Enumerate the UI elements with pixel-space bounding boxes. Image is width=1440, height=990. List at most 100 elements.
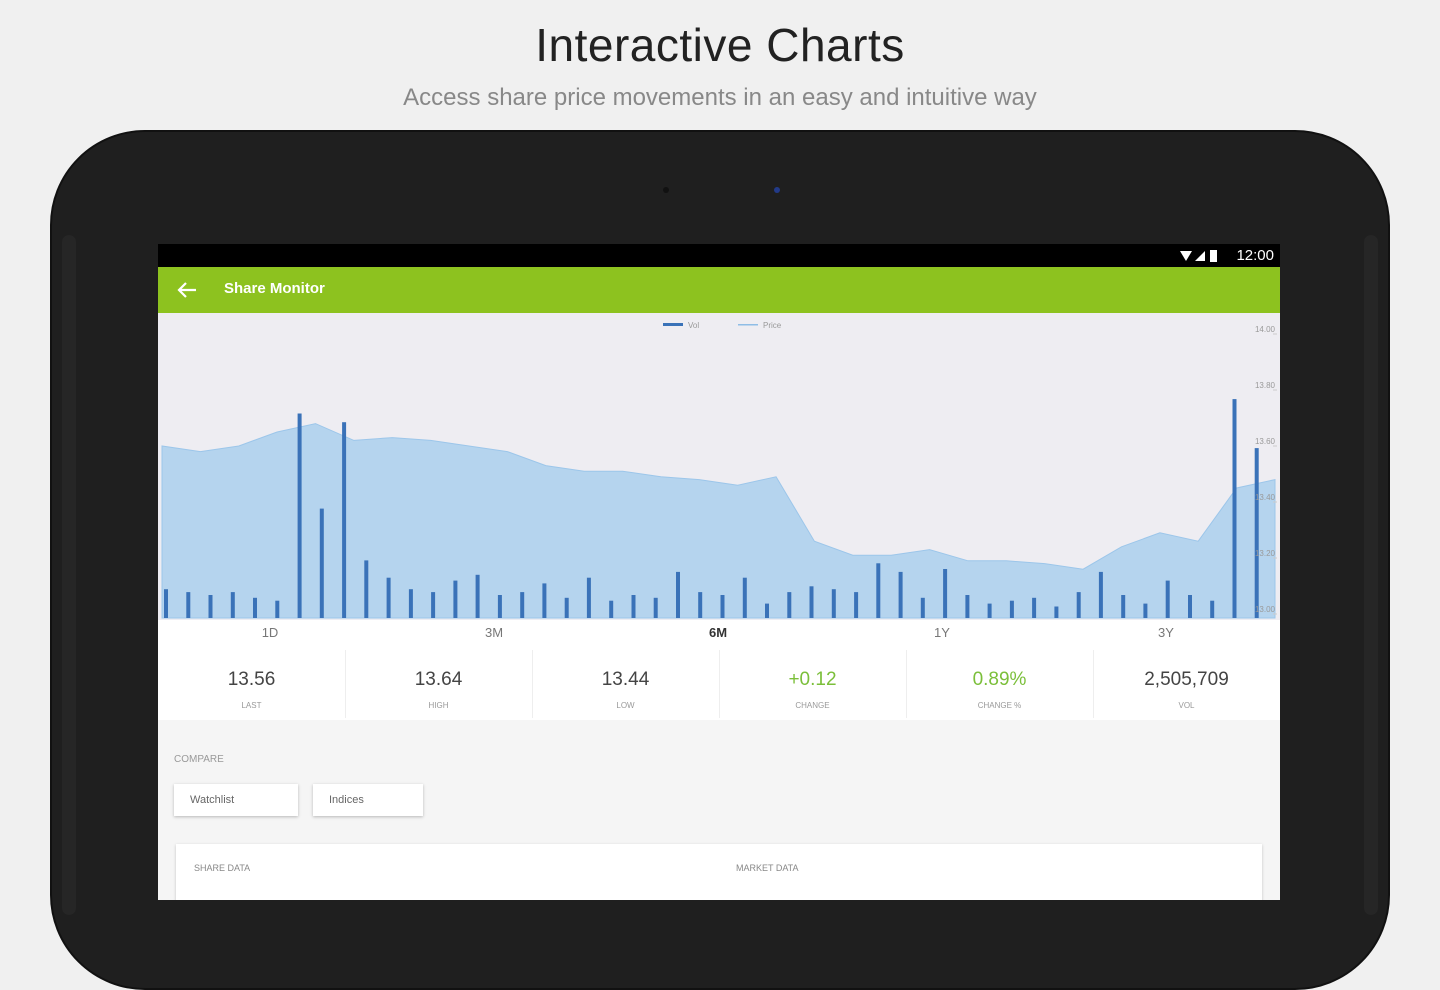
- volume-bar: [1188, 595, 1192, 618]
- data-card: SHARE DATA MARKET DATA: [176, 844, 1262, 900]
- y-tick-label: 13.20: [1255, 549, 1276, 558]
- legend-swatch: [738, 324, 758, 326]
- speaker: [1364, 235, 1378, 915]
- volume-bar: [943, 569, 948, 618]
- volume-bar: [319, 508, 324, 618]
- volume-bar: [564, 597, 569, 618]
- volume-bar: [987, 603, 992, 618]
- volume-bar: [253, 597, 257, 618]
- app-bar: Share Monitor: [158, 267, 1280, 313]
- volume-bar: [876, 563, 881, 618]
- volume-bar: [453, 580, 458, 618]
- volume-bar: [1054, 606, 1059, 618]
- volume-bar: [1032, 597, 1037, 618]
- volume-bar: [1076, 592, 1081, 618]
- range-tabs: 1D 3M 6M 1Y 3Y: [158, 620, 1280, 650]
- volume-bar: [920, 597, 925, 618]
- y-tick-label: 13.40: [1255, 493, 1276, 502]
- volume-bar: [609, 600, 614, 618]
- stat-cell: 13.56 LAST: [158, 650, 346, 718]
- page: Interactive Charts Access share price mo…: [50, 19, 1390, 990]
- status-bar: 12:00: [158, 244, 1280, 267]
- volume-bar: [542, 583, 547, 618]
- back-button[interactable]: [176, 280, 198, 300]
- stat-label: HIGH: [428, 701, 449, 710]
- app-title: Share Monitor: [224, 280, 325, 297]
- range-tab[interactable]: 1Y: [934, 625, 950, 640]
- stat-cell: 2,505,709 VOL: [1093, 650, 1280, 718]
- volume-bar: [186, 592, 191, 618]
- volume-bar: [809, 586, 814, 618]
- volume-bar: [342, 422, 347, 618]
- screen: 12:00 Share Monitor Vol Price 14.00 13.80 13…: [158, 244, 1280, 900]
- subheadline: Access share price movements in an easy …: [403, 84, 1037, 111]
- volume-bar: [1165, 580, 1170, 618]
- volume-bar: [230, 592, 235, 618]
- volume-bar: [720, 595, 725, 618]
- stat-cell: 13.64 HIGH: [345, 650, 533, 718]
- range-tab[interactable]: 6M: [708, 625, 728, 640]
- stat-label: VOL: [1178, 701, 1195, 710]
- volume-bar: [1143, 603, 1148, 618]
- volume-bar: [787, 592, 792, 618]
- volume-bar: [765, 603, 769, 618]
- volume-bar: [1009, 600, 1014, 618]
- stat-value: +0.12: [788, 669, 837, 690]
- volume-bar: [1210, 600, 1215, 618]
- legend-swatch: [663, 323, 683, 326]
- y-tick-label: 13.60: [1255, 437, 1276, 446]
- headline: Interactive Charts: [535, 19, 905, 71]
- stat-value: 13.44: [601, 669, 650, 690]
- stat-label: LAST: [241, 701, 262, 710]
- speaker: [62, 235, 76, 915]
- volume-bar: [164, 589, 168, 618]
- stat-value: 13.56: [227, 669, 276, 690]
- stat-value: 13.64: [414, 669, 463, 690]
- card-header: SHARE DATA: [194, 863, 251, 873]
- volume-bar: [386, 577, 391, 618]
- volume-bar: [698, 592, 703, 618]
- volume-bar: [676, 571, 680, 618]
- volume-bar: [898, 571, 903, 618]
- stat-label: LOW: [616, 701, 635, 710]
- y-tick-label: 13.80: [1255, 381, 1276, 390]
- watchlist-button[interactable]: Watchlist: [174, 784, 298, 816]
- legend-label: Price: [763, 321, 782, 330]
- price-chart: Vol Price 14.00 13.80 13.60 13.40 13.20 13.00: [158, 313, 1280, 620]
- y-tick-label: 14.00: [1255, 325, 1276, 334]
- compare-label: COMPARE: [174, 754, 224, 765]
- volume-bar: [586, 577, 591, 618]
- volume-bar: [742, 577, 747, 618]
- range-tab[interactable]: 1D: [261, 625, 279, 640]
- price-area: [161, 423, 1276, 619]
- volume-bar: [1254, 448, 1259, 618]
- sensor: [774, 187, 780, 193]
- legend-label: Vol: [688, 321, 699, 330]
- stat-value: 2,505,709: [1144, 669, 1229, 690]
- stats-row: 13.56 LAST 13.64 HIGH 13.44 LOW +0.12 CHANGE 0.8…: [158, 650, 1280, 720]
- volume-bar: [475, 574, 480, 618]
- volume-bar: [653, 597, 658, 618]
- volume-bar: [854, 592, 859, 618]
- button-label: Indices: [329, 794, 364, 806]
- stat-label: CHANGE %: [977, 701, 1022, 710]
- status-time: 12:00: [1236, 247, 1274, 264]
- range-tab[interactable]: 3M: [484, 625, 504, 640]
- volume-bar: [208, 595, 213, 618]
- volume-bar: [408, 589, 413, 618]
- volume-bar: [297, 413, 302, 618]
- volume-bar: [431, 592, 436, 618]
- stat-value: 0.89%: [972, 669, 1027, 690]
- status-icons: [1180, 250, 1217, 262]
- volume-bar: [520, 592, 525, 618]
- stat-cell: +0.12 CHANGE: [719, 650, 907, 718]
- volume-bar: [965, 595, 970, 618]
- volume-bar: [275, 600, 280, 618]
- stat-cell: 13.44 LOW: [532, 650, 720, 718]
- volume-bar: [831, 589, 836, 618]
- indices-button[interactable]: Indices: [313, 784, 423, 816]
- range-tab[interactable]: 3Y: [1158, 625, 1174, 640]
- volume-bar: [364, 560, 369, 618]
- volume-bar: [631, 595, 636, 618]
- y-tick-label: 13.00: [1255, 605, 1276, 614]
